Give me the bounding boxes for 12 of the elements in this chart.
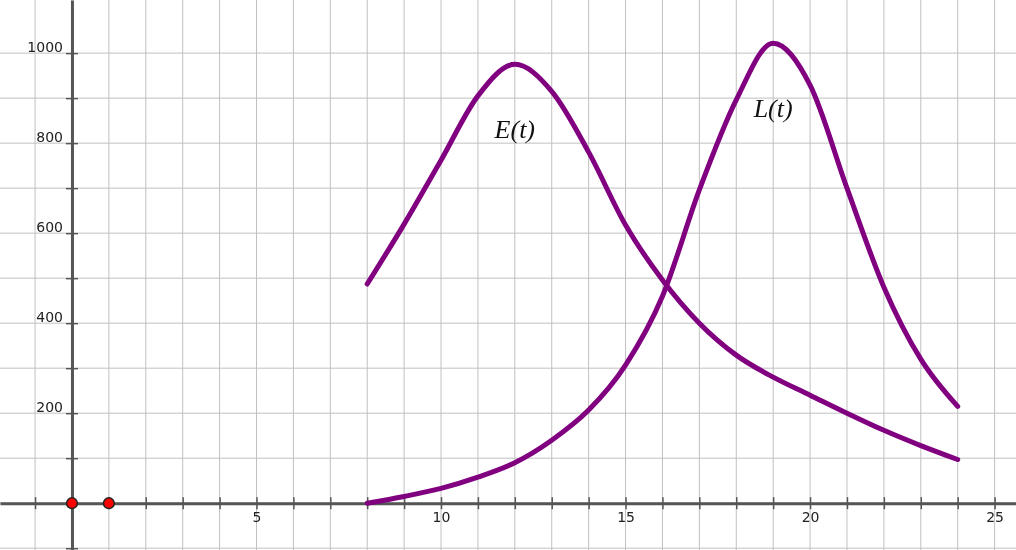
- series-label: L(t): [752, 94, 793, 124]
- x-tick-label: 25: [986, 509, 1005, 526]
- series-label: E(t): [493, 115, 536, 145]
- y-tick-label: 200: [36, 399, 63, 416]
- x-tick-label: 20: [801, 509, 820, 526]
- y-tick-label: 400: [36, 309, 63, 326]
- y-tick-label: 600: [36, 219, 63, 236]
- y-tick-label: 800: [36, 129, 63, 146]
- y-tick-label: 1000: [27, 39, 63, 56]
- x-tick-label: 5: [252, 509, 262, 526]
- x-tick-label: 15: [617, 509, 635, 526]
- x-tick-label: 10: [432, 509, 451, 526]
